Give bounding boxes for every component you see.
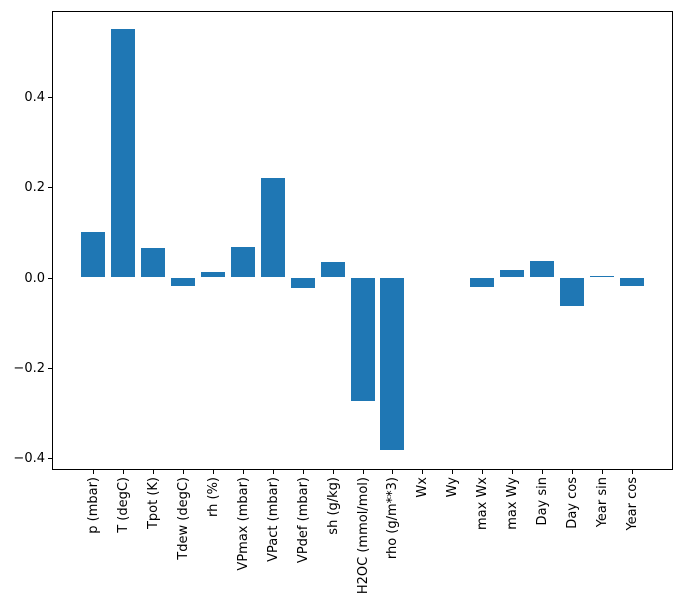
y-tick-mark xyxy=(48,458,52,459)
bar-rho-g-m-3 xyxy=(380,277,405,450)
x-tick-label: Tpot (K) xyxy=(145,477,161,530)
x-tick-label: Wy xyxy=(445,477,461,498)
bar-h2oc-mmol-mol xyxy=(350,277,375,402)
x-tick-label: H2OC (mmol/mol) xyxy=(355,477,371,595)
x-tick-label: p (mbar) xyxy=(86,477,101,534)
bar-tpot-k xyxy=(140,248,165,278)
bar-vpact-mbar xyxy=(260,177,285,278)
y-tick-label: 0.2 xyxy=(24,180,45,196)
x-tick-mark xyxy=(123,470,124,474)
x-tick-mark xyxy=(93,470,94,474)
x-tick-label: T (degC) xyxy=(115,477,131,533)
x-tick-mark xyxy=(153,470,154,474)
bar-t-degc xyxy=(110,29,135,278)
bar-year-sin xyxy=(590,275,615,278)
x-tick-label: Tdew (degC) xyxy=(175,477,191,560)
x-tick-label: sh (g/kg) xyxy=(325,477,341,535)
x-tick-mark xyxy=(452,470,453,474)
x-tick-mark xyxy=(243,470,244,474)
plot-area xyxy=(52,11,673,470)
bar-year-cos xyxy=(620,277,644,286)
x-tick-label: max Wy xyxy=(505,477,521,530)
y-tick-mark xyxy=(48,187,52,188)
x-tick-label: max Wx xyxy=(475,477,491,531)
x-tick-mark xyxy=(183,470,184,474)
x-tick-mark xyxy=(542,470,543,474)
x-tick-mark xyxy=(572,470,573,474)
x-tick-label: Year cos xyxy=(625,477,640,531)
bar-vpdef-mbar xyxy=(290,277,315,289)
y-tick-mark xyxy=(48,368,52,369)
x-tick-label: Day cos xyxy=(565,477,581,529)
x-tick-label: rh (%) xyxy=(205,477,221,517)
x-tick-mark xyxy=(363,470,364,474)
x-tick-mark xyxy=(482,470,483,474)
y-tick-label: 0.0 xyxy=(24,270,45,286)
x-tick-mark xyxy=(602,470,603,474)
bar-sh-g-kg xyxy=(320,261,345,278)
bar-vpmax-mbar xyxy=(230,246,255,278)
x-tick-mark xyxy=(422,470,423,474)
bar-day-cos xyxy=(560,277,585,306)
y-tick-mark xyxy=(48,97,52,98)
x-tick-mark xyxy=(512,470,513,474)
x-tick-label: VPmax (mbar) xyxy=(235,477,251,571)
y-tick-mark xyxy=(48,278,52,279)
x-tick-label: Year sin xyxy=(595,477,611,528)
bar-tdew-degc xyxy=(170,277,195,287)
x-tick-label: VPact (mbar) xyxy=(265,477,281,562)
bar-rh xyxy=(200,271,225,278)
x-tick-mark xyxy=(213,470,214,474)
y-tick-label: −0.4 xyxy=(13,450,45,466)
x-tick-label: Day sin xyxy=(535,477,551,526)
y-tick-label: 0.4 xyxy=(24,90,45,105)
y-tick-label: −0.2 xyxy=(13,360,45,376)
x-tick-label: VPdef (mbar) xyxy=(295,477,311,564)
x-tick-mark xyxy=(392,470,393,474)
x-tick-label: Wx xyxy=(415,477,431,498)
x-tick-mark xyxy=(303,470,304,474)
x-tick-mark xyxy=(333,470,334,474)
bar-day-sin xyxy=(530,260,555,278)
x-tick-label: rho (g/m**3) xyxy=(385,477,401,560)
bar-max-wy xyxy=(500,269,525,278)
bar-max-wx xyxy=(470,277,495,288)
x-tick-mark xyxy=(273,470,274,474)
x-tick-mark xyxy=(632,470,633,474)
bar-p-mbar xyxy=(81,232,105,278)
